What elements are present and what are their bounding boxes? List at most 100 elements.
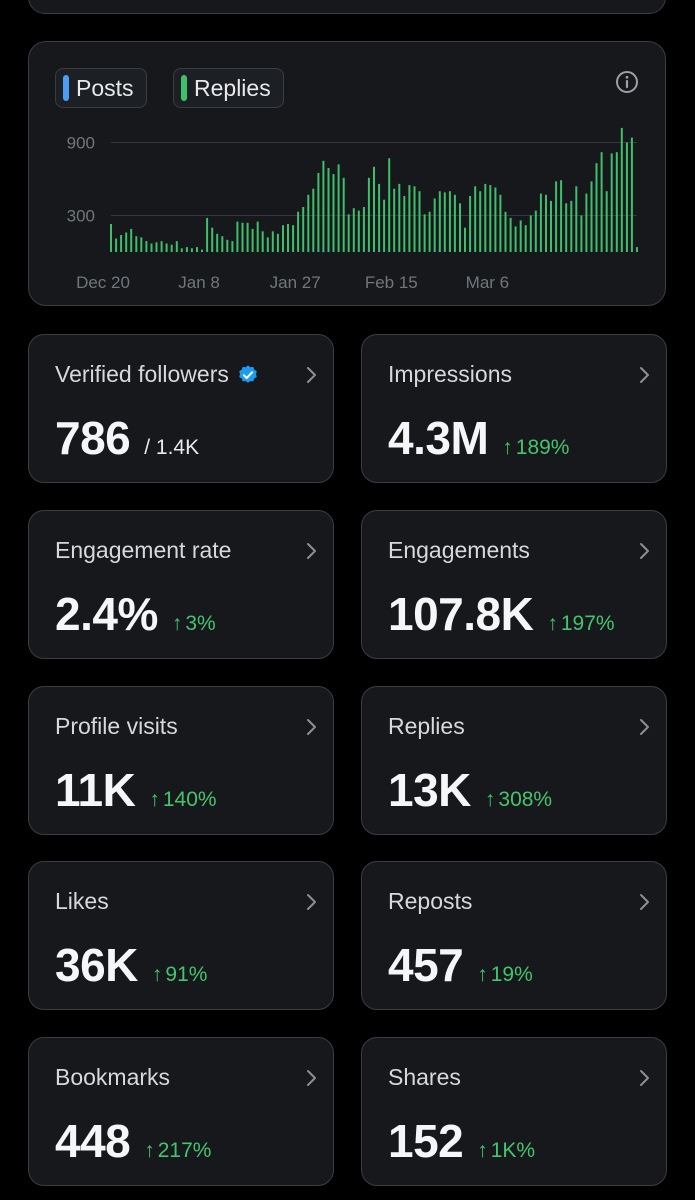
y-tick-label: 900 <box>67 134 95 153</box>
x-tick-label: Mar 6 <box>466 273 509 292</box>
replies-bar <box>580 215 583 252</box>
arrow-up-icon: ↑ <box>547 612 558 635</box>
metric-label-row: Profile visits <box>55 713 178 740</box>
metric-card-replies[interactable]: Replies 13K ↑ 308% <box>361 686 667 835</box>
replies-bar <box>545 194 547 252</box>
replies-bar <box>165 243 168 252</box>
metric-card-profile-visits[interactable]: Profile visits 11K ↑ 140% <box>28 686 334 835</box>
metric-value: 786 <box>55 412 131 464</box>
replies-bar <box>509 217 512 252</box>
replies-bar <box>373 166 375 252</box>
replies-bar <box>560 180 563 252</box>
replies-bar <box>362 207 365 252</box>
replies-bar <box>403 196 406 252</box>
replies-bar <box>433 198 436 252</box>
metric-label: Reposts <box>388 888 473 914</box>
replies-bar <box>292 225 295 252</box>
replies-bar <box>398 183 401 252</box>
replies-bar <box>302 207 305 252</box>
replies-bar <box>615 152 618 252</box>
legend-chip-replies[interactable]: Replies <box>173 68 284 108</box>
chevron-right-icon <box>307 894 316 910</box>
replies-bar <box>504 211 507 252</box>
metric-value-row: 36K ↑ 91% <box>55 938 207 992</box>
posts-swatch <box>63 75 69 101</box>
metric-value-row: 448 ↑ 217% <box>55 1114 211 1168</box>
metric-value: 457 <box>388 939 464 991</box>
metric-change-value: 140% <box>162 788 217 811</box>
metric-card-bookmarks[interactable]: Bookmarks 448 ↑ 217% <box>28 1037 334 1186</box>
metric-change-value: 3% <box>185 612 216 635</box>
metric-card-impressions[interactable]: Impressions 4.3M ↑ 189% <box>361 334 667 483</box>
arrow-up-icon: ↑ <box>149 788 160 811</box>
metric-change: ↑ 1K% <box>477 1139 535 1163</box>
metric-card-engagements[interactable]: Engagements 107.8K ↑ 197% <box>361 510 667 659</box>
previous-card <box>28 0 666 14</box>
replies-bar <box>378 183 381 252</box>
info-icon[interactable] <box>615 70 639 94</box>
replies-bar <box>307 194 310 252</box>
replies-bar <box>261 231 264 252</box>
replies-bar <box>413 186 416 252</box>
legend-label-posts: Posts <box>76 74 134 101</box>
replies-bar <box>120 235 123 252</box>
legend-chip-posts[interactable]: Posts <box>55 68 147 108</box>
replies-bar <box>327 168 330 252</box>
replies-bar <box>155 242 158 252</box>
metric-label: Profile visits <box>55 713 178 739</box>
replies-bar <box>428 211 431 252</box>
metric-card-engagement-rate[interactable]: Engagement rate 2.4% ↑ 3% <box>28 510 334 659</box>
arrow-up-icon: ↑ <box>477 963 488 986</box>
replies-bar <box>211 227 214 252</box>
metric-value-row: 4.3M ↑ 189% <box>388 411 569 465</box>
metric-label: Bookmarks <box>55 1064 171 1090</box>
metric-change: ↑ 197% <box>547 612 614 636</box>
replies-bar <box>221 236 224 252</box>
replies-bar <box>625 142 628 252</box>
replies-bar <box>459 203 461 252</box>
metric-label: Engagement rate <box>55 537 232 563</box>
replies-bar <box>251 228 254 252</box>
replies-bar <box>438 191 441 252</box>
replies-bar <box>484 183 487 252</box>
replies-bar <box>246 222 249 252</box>
replies-bar <box>630 137 633 252</box>
replies-bar <box>367 177 370 252</box>
chevron-right-icon <box>640 719 649 735</box>
metric-label: Impressions <box>388 361 512 387</box>
arrow-up-icon: ↑ <box>171 612 183 635</box>
metric-card-shares[interactable]: Shares 152 ↑ 1K% <box>361 1037 667 1186</box>
replies-bar <box>600 152 603 252</box>
arrow-up-icon: ↑ <box>484 788 496 811</box>
metric-value-row: 786 / 1.4K <box>55 411 199 465</box>
metric-label-row: Engagements <box>388 537 530 564</box>
replies-bar <box>590 181 593 252</box>
replies-bar <box>312 188 315 252</box>
metric-value: 11K <box>55 764 136 816</box>
metric-change-value: 197% <box>560 612 615 635</box>
metric-value-row: 2.4% ↑ 3% <box>55 587 216 641</box>
chevron-right-icon <box>307 543 316 559</box>
metric-label-row: Verified followers <box>55 361 259 388</box>
metric-label-row: Likes <box>55 888 109 915</box>
posts-bar <box>433 251 436 252</box>
metric-card-verified-followers[interactable]: Verified followers 786 / 1.4K <box>28 334 334 483</box>
replies-bar <box>550 200 552 252</box>
replies-bar <box>185 247 188 252</box>
replies-bar <box>408 185 411 252</box>
metric-card-likes[interactable]: Likes 36K ↑ 91% <box>28 861 334 1010</box>
verified-badge-icon <box>239 364 257 383</box>
chevron-right-icon <box>307 367 316 383</box>
metric-change-value: 189% <box>515 436 570 459</box>
metric-label-row: Replies <box>388 713 465 740</box>
replies-bar <box>534 210 537 252</box>
replies-bar <box>453 194 456 252</box>
metric-value: 4.3M <box>388 412 489 464</box>
replies-bar <box>565 203 568 252</box>
metric-value: 13K <box>388 764 471 816</box>
metric-change-value: 91% <box>165 963 208 986</box>
replies-swatch <box>181 75 187 101</box>
arrow-up-icon: ↑ <box>151 963 163 986</box>
metric-value-row: 152 ↑ 1K% <box>388 1114 535 1168</box>
metric-card-reposts[interactable]: Reposts 457 ↑ 19% <box>361 861 667 1010</box>
